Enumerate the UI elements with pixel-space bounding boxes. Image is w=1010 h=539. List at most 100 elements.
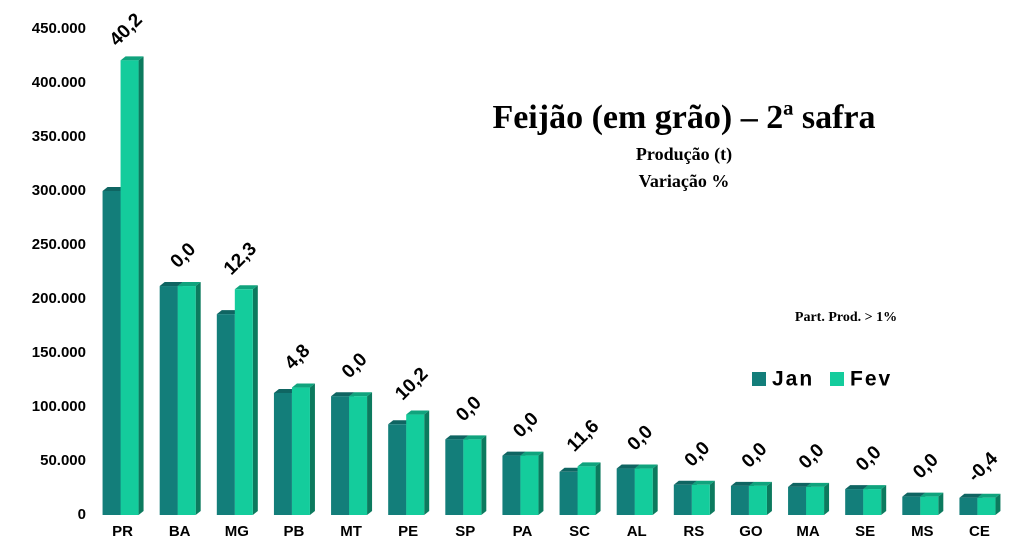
bar-front <box>349 396 368 515</box>
bar-front <box>177 286 196 515</box>
bar-side <box>995 493 1001 515</box>
x-tick-label: PA <box>513 523 533 539</box>
annotation: 0,0 <box>338 349 372 383</box>
bar <box>977 493 1001 515</box>
bar-top <box>748 481 772 486</box>
annotation: 0,0 <box>452 392 486 426</box>
bar <box>691 480 715 515</box>
bar-front <box>406 414 425 515</box>
x-tick-label: MA <box>796 523 819 539</box>
bar <box>577 462 601 515</box>
annotation: 0,0 <box>852 442 886 476</box>
bar-side <box>309 383 315 515</box>
bar-top <box>559 467 583 472</box>
bar-top <box>863 485 887 490</box>
x-tick-label: MS <box>911 523 934 539</box>
bar <box>920 492 944 515</box>
chart-subtitle: Produção (t) <box>636 144 732 165</box>
legend-swatch <box>752 372 766 386</box>
annotation: 0,0 <box>795 440 829 474</box>
bar-front <box>845 489 864 515</box>
bar-front <box>331 396 350 515</box>
bar-side <box>252 285 258 515</box>
y-tick-label: 250.000 <box>32 236 86 253</box>
bar-side <box>138 56 144 515</box>
bar-front <box>634 468 653 515</box>
bar-front <box>216 314 235 515</box>
bar-top <box>920 492 944 497</box>
y-tick-label: 300.000 <box>32 182 86 199</box>
bar <box>406 410 430 515</box>
annotation: -0,4 <box>964 448 1002 486</box>
annotation: 0,0 <box>909 450 943 484</box>
bar-front <box>234 289 253 515</box>
bar-front <box>463 439 482 515</box>
bar-front <box>920 496 939 515</box>
y-tick-label: 200.000 <box>32 290 86 307</box>
bar-front <box>806 486 825 515</box>
bar-top <box>616 464 640 469</box>
bar <box>748 481 772 515</box>
y-tick-label: 150.000 <box>32 344 86 361</box>
bar-front <box>959 497 978 515</box>
bar <box>520 451 544 515</box>
bar-side <box>709 480 715 515</box>
bar-top <box>388 420 412 425</box>
bar-top <box>806 482 830 487</box>
bar-front <box>673 484 692 515</box>
bar-side <box>538 451 544 515</box>
bar-side <box>881 485 887 515</box>
bar-top <box>406 410 430 415</box>
y-tick-label: 0 <box>78 506 86 523</box>
bar-front <box>102 191 121 515</box>
annotation: 12,3 <box>220 238 261 279</box>
y-tick-label: 450.000 <box>32 20 86 37</box>
legend-label: Fev <box>850 368 892 391</box>
chart-title: Feijão (em grão) – 2ª safra <box>492 99 875 136</box>
bar-top <box>234 285 258 290</box>
bar-top <box>730 481 754 486</box>
x-tick-label: AL <box>627 523 647 539</box>
bar-top <box>216 310 240 315</box>
annotation: 4,8 <box>281 340 315 374</box>
bar-front <box>748 485 767 515</box>
bar-top <box>463 435 487 440</box>
bar <box>234 285 258 515</box>
annotation: 0,0 <box>624 421 658 455</box>
bar <box>806 482 830 515</box>
x-tick-label: PR <box>112 523 133 539</box>
legend-swatch <box>830 372 844 386</box>
bar-front <box>577 466 596 515</box>
bar-top <box>845 485 869 490</box>
bar-front <box>559 471 578 515</box>
chart-subtitle: Variação % <box>639 171 730 191</box>
x-tick-label: MG <box>225 523 249 539</box>
bar-top <box>977 493 1001 498</box>
annotation: 40,2 <box>106 9 147 50</box>
x-tick-label: RS <box>683 523 704 539</box>
bar-top <box>673 480 697 485</box>
bar-top <box>959 493 983 498</box>
bar-front <box>445 439 464 515</box>
bar-front <box>616 468 635 515</box>
bar-top <box>273 388 297 393</box>
y-tick-label: 350.000 <box>32 128 86 145</box>
bar-top <box>445 435 469 440</box>
x-tick-label: GO <box>739 523 763 539</box>
bar-top <box>177 282 201 287</box>
chart-note: Part. Prod. > 1% <box>795 310 897 325</box>
bar <box>177 282 201 515</box>
bar-front <box>159 286 178 515</box>
bar-top <box>634 464 658 469</box>
legend-label: Jan <box>772 368 814 391</box>
bar-top <box>102 187 126 191</box>
bar <box>120 56 144 515</box>
bar-top <box>902 492 926 497</box>
x-tick-label: BA <box>169 523 191 539</box>
x-tick-label: CE <box>969 523 990 539</box>
bar <box>349 392 373 515</box>
y-tick-label: 100.000 <box>32 398 86 415</box>
bar-side <box>367 392 373 515</box>
bar-top <box>291 383 315 388</box>
bar-side <box>595 462 601 515</box>
